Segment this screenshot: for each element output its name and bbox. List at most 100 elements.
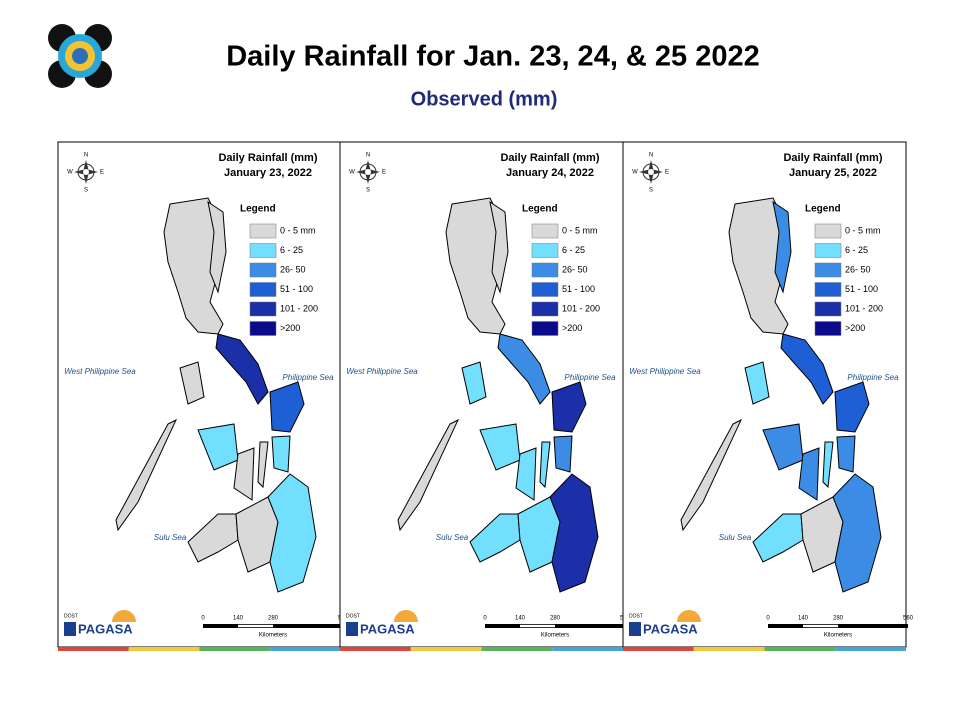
color-stripe bbox=[693, 647, 765, 651]
color-stripe bbox=[199, 647, 271, 651]
legend-title: Legend bbox=[522, 204, 558, 215]
scale-bar-white bbox=[803, 624, 838, 628]
island bbox=[271, 435, 291, 473]
scale-tick-label: 140 bbox=[798, 616, 809, 622]
scale-bar-white bbox=[238, 624, 273, 628]
scale-tick-label: 280 bbox=[833, 616, 844, 622]
color-stripe bbox=[552, 647, 623, 651]
legend-swatch bbox=[531, 223, 559, 239]
legend-label: 0 - 5 mm bbox=[280, 225, 316, 235]
legend-swatch bbox=[814, 321, 842, 336]
scale-tick-label: 140 bbox=[233, 616, 244, 622]
legend-swatch bbox=[531, 262, 559, 278]
legend-swatch bbox=[814, 223, 842, 239]
legend-swatch bbox=[531, 301, 559, 317]
color-stripe bbox=[835, 647, 906, 651]
legend-label: 101 - 200 bbox=[562, 303, 600, 313]
logo-umbrella bbox=[394, 610, 418, 622]
legend-label: >200 bbox=[280, 323, 300, 333]
panel-title: Daily Rainfall (mm) bbox=[783, 152, 882, 164]
compass-label: N bbox=[366, 153, 370, 159]
logo-org: DOST bbox=[64, 613, 78, 619]
island bbox=[207, 200, 227, 294]
color-stripe bbox=[764, 647, 836, 651]
logo-name: PAGASA bbox=[643, 621, 698, 636]
island bbox=[233, 447, 255, 501]
compass-label: W bbox=[67, 170, 73, 176]
legend-swatch bbox=[249, 301, 277, 317]
legend-label: 26- 50 bbox=[562, 264, 588, 274]
island bbox=[551, 381, 587, 433]
logo-umbrella bbox=[112, 610, 136, 622]
panel-date: January 23, 2022 bbox=[224, 167, 312, 179]
scale-unit: Kilometers bbox=[541, 633, 569, 639]
legend-label: 6 - 25 bbox=[280, 245, 303, 255]
legend-swatch bbox=[531, 321, 559, 336]
legend-title: Legend bbox=[240, 204, 276, 215]
compass-label: N bbox=[84, 153, 88, 159]
compass: N S E W bbox=[632, 153, 669, 194]
sea-label: Philippine Sea bbox=[282, 373, 334, 382]
logo-emblem bbox=[64, 622, 76, 636]
compass: N S E W bbox=[349, 153, 386, 194]
scale-unit: Kilometers bbox=[259, 633, 287, 639]
legend-swatch bbox=[249, 262, 277, 278]
panel-title: Daily Rainfall (mm) bbox=[218, 152, 317, 164]
island bbox=[539, 441, 551, 489]
sea-label: West Philippine Sea bbox=[629, 367, 701, 376]
scale-tick-label: 0 bbox=[201, 616, 205, 622]
sea-label: West Philippine Sea bbox=[346, 367, 418, 376]
island bbox=[215, 333, 269, 405]
legend-label: 26- 50 bbox=[280, 264, 306, 274]
legend-title: Legend bbox=[805, 204, 841, 215]
island bbox=[397, 418, 460, 532]
legend-swatch bbox=[814, 282, 842, 297]
island bbox=[257, 441, 269, 489]
sea-label: West Philippine Sea bbox=[64, 367, 136, 376]
island bbox=[836, 435, 856, 473]
color-stripe bbox=[58, 647, 129, 651]
island bbox=[461, 361, 487, 405]
island bbox=[267, 473, 317, 593]
panel-date: January 24, 2022 bbox=[506, 167, 594, 179]
legend-label: 26- 50 bbox=[845, 264, 871, 274]
panel-date: January 25, 2022 bbox=[789, 167, 877, 179]
color-stripe bbox=[128, 647, 200, 651]
legend-swatch bbox=[249, 243, 277, 258]
logo-name: PAGASA bbox=[78, 621, 133, 636]
compass-label: E bbox=[665, 170, 669, 176]
legend-swatch bbox=[249, 321, 277, 336]
scale-tick-label: 0 bbox=[483, 616, 487, 622]
sea-label: Sulu Sea bbox=[436, 533, 469, 542]
island bbox=[780, 333, 834, 405]
compass: N S E W bbox=[67, 153, 104, 194]
agency-logo bbox=[48, 24, 112, 88]
compass-label: N bbox=[649, 153, 653, 159]
island bbox=[798, 447, 820, 501]
color-stripe bbox=[410, 647, 482, 651]
logo-org: DOST bbox=[629, 613, 643, 619]
island bbox=[553, 435, 573, 473]
scale-tick-label: 280 bbox=[268, 616, 279, 622]
island bbox=[269, 381, 305, 433]
color-stripe bbox=[623, 647, 694, 651]
island bbox=[515, 447, 537, 501]
map-panel: N S E W Daily Rainfall (mm) January 25, 2022 L… bbox=[622, 141, 914, 651]
legend-label: >200 bbox=[845, 323, 865, 333]
island bbox=[680, 418, 743, 532]
logo-org: DOST bbox=[346, 613, 360, 619]
compass-label: S bbox=[366, 188, 370, 194]
compass-label: W bbox=[349, 170, 355, 176]
legend-label: 0 - 5 mm bbox=[845, 225, 881, 235]
scale-tick-label: 140 bbox=[515, 616, 526, 622]
panel-title: Daily Rainfall (mm) bbox=[500, 152, 599, 164]
legend-swatch bbox=[814, 301, 842, 317]
logo-umbrella bbox=[677, 610, 701, 622]
scale-bar: 0 140 280 560 Kilometers bbox=[766, 616, 913, 639]
legend-label: 101 - 200 bbox=[845, 303, 883, 313]
compass-label: W bbox=[632, 170, 638, 176]
page-title: Daily Rainfall for Jan. 23, 24, & 25 202… bbox=[226, 41, 760, 73]
